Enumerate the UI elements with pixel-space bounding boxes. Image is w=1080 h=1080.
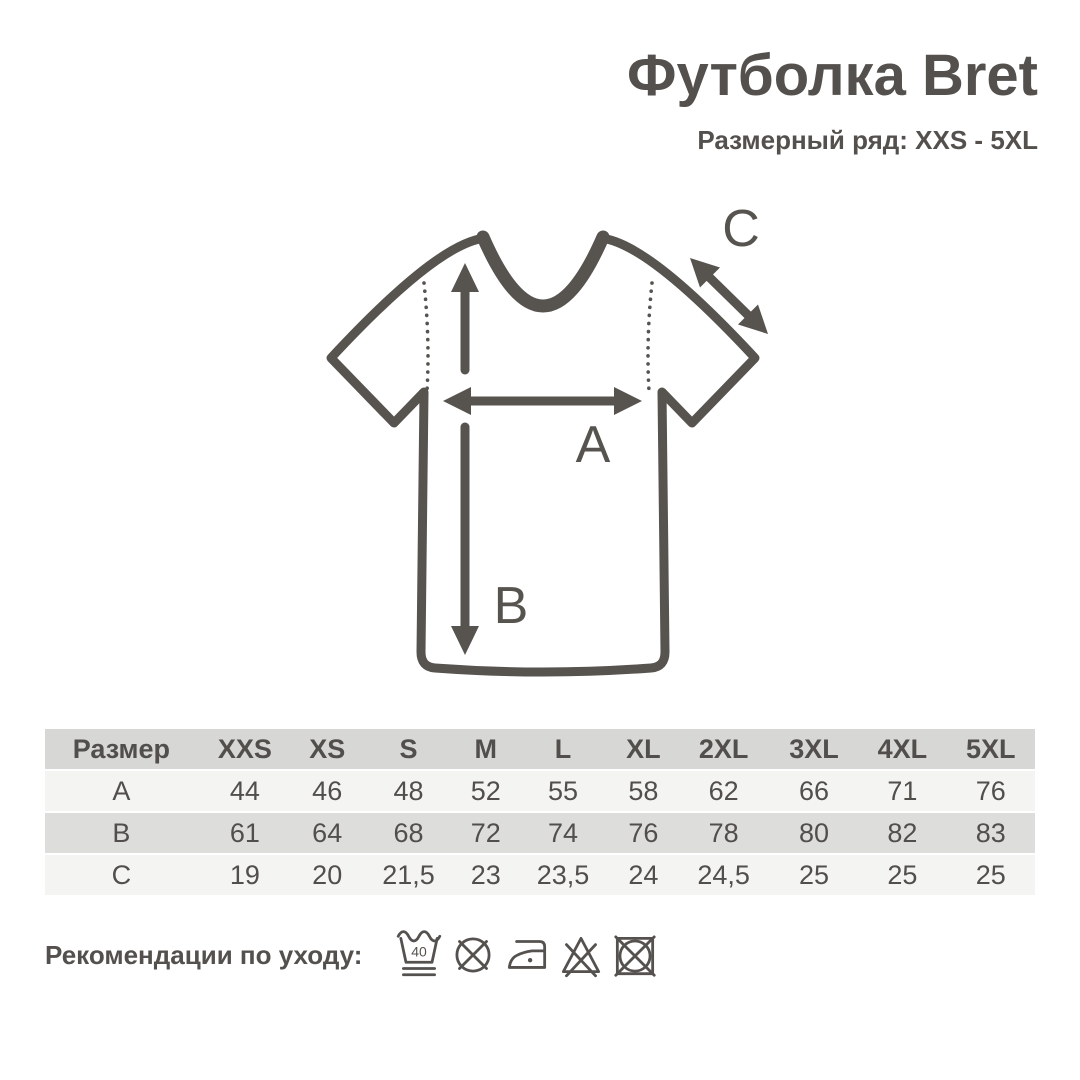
care-icons: 40: [396, 928, 658, 982]
label-measure-b: B: [494, 577, 529, 635]
table-cell: 83: [946, 813, 1035, 853]
wash-temperature-label: 40: [412, 944, 428, 960]
table-cell: 25: [858, 855, 947, 895]
header-cell-4xl: 4XL: [858, 729, 947, 769]
header-cell-2xl: 2XL: [677, 729, 770, 769]
header-cell-xxs: XXS: [197, 729, 293, 769]
width-arrow-a: [443, 387, 642, 415]
wash-40-gentle-icon: 40: [397, 930, 442, 977]
table-cell: 46: [292, 771, 363, 811]
size-table: Размер XXS XS S M L XL 2XL 3XL 4XL 5XL A…: [45, 727, 1035, 897]
size-table-header: Размер XXS XS S M L XL 2XL 3XL 4XL 5XL: [45, 729, 1035, 769]
header-cell-5xl: 5XL: [946, 729, 1035, 769]
table-cell: 64: [292, 813, 363, 853]
table-cell: 23,5: [516, 855, 610, 895]
header-cell-s: S: [362, 729, 455, 769]
table-cell: 55: [516, 771, 610, 811]
length-arrow-b: [451, 422, 479, 655]
sleeve-arrow-c: [690, 258, 768, 334]
tshirt-measurement-diagram: A B C: [326, 200, 768, 677]
table-cell: 25: [769, 855, 859, 895]
table-cell: 78: [677, 813, 770, 853]
table-cell: 76: [946, 771, 1035, 811]
table-cell: 72: [454, 813, 517, 853]
table-cell: 82: [858, 813, 947, 853]
table-cell: 23: [454, 855, 517, 895]
header-cell-size: Размер: [45, 729, 198, 769]
length-arrow-upper: [451, 263, 479, 375]
table-row-a: A 44 46 48 52 55 58 62 66 71 76: [45, 771, 1035, 811]
table-row-b: B 61 64 68 72 74 76 78 80 82 83: [45, 813, 1035, 853]
care-label: Рекомендации по уходу:: [45, 939, 363, 970]
table-cell: 21,5: [362, 855, 455, 895]
table-cell: 61: [197, 813, 293, 853]
header-cell-xl: XL: [609, 729, 678, 769]
header: Футболка Bret Размерный ряд: XXS - 5XL: [627, 43, 1038, 156]
size-range-subtitle: Размерный ряд: XXS - 5XL: [697, 124, 1038, 155]
row-label-c: C: [45, 855, 198, 895]
seam-dotted-right: [646, 281, 654, 393]
row-label-b: B: [45, 813, 198, 853]
care-recommendations: Рекомендации по уходу: 40: [45, 928, 658, 982]
table-cell: 24,5: [677, 855, 770, 895]
table-cell: 52: [454, 771, 517, 811]
table-cell: 62: [677, 771, 770, 811]
table-cell: 80: [769, 813, 859, 853]
do-not-tumble-dry-icon: [614, 935, 657, 977]
header-cell-xs: XS: [292, 729, 363, 769]
table-cell: 68: [362, 813, 455, 853]
header-cell-m: M: [454, 729, 517, 769]
table-cell: 25: [946, 855, 1035, 895]
table-row-c: C 19 20 21,5 23 23,5 24 24,5 25 25 25: [45, 855, 1035, 895]
table-header-row: Размер XXS XS S M L XL 2XL 3XL 4XL 5XL: [45, 729, 1035, 769]
table-cell: 24: [609, 855, 678, 895]
row-label-a: A: [45, 771, 198, 811]
header-cell-3xl: 3XL: [769, 729, 859, 769]
do-not-dry-clean-icon: [455, 937, 491, 973]
table-cell: 48: [362, 771, 455, 811]
collar: [476, 230, 610, 313]
label-measure-a: A: [576, 416, 611, 474]
do-not-bleach-icon: [562, 936, 601, 978]
table-cell: 74: [516, 813, 610, 853]
page-title: Футболка Bret: [627, 43, 1038, 108]
table-cell: 66: [769, 771, 859, 811]
table-cell: 20: [292, 855, 363, 895]
iron-dot: [528, 958, 533, 963]
table-cell: 76: [609, 813, 678, 853]
seam-dotted-left: [422, 281, 430, 393]
table-cell: 58: [609, 771, 678, 811]
table-cell: 44: [197, 771, 293, 811]
table-cell: 71: [858, 771, 947, 811]
header-cell-l: L: [516, 729, 610, 769]
iron-low-icon: [508, 940, 547, 969]
table-cell: 19: [197, 855, 293, 895]
label-measure-c: C: [722, 200, 760, 258]
